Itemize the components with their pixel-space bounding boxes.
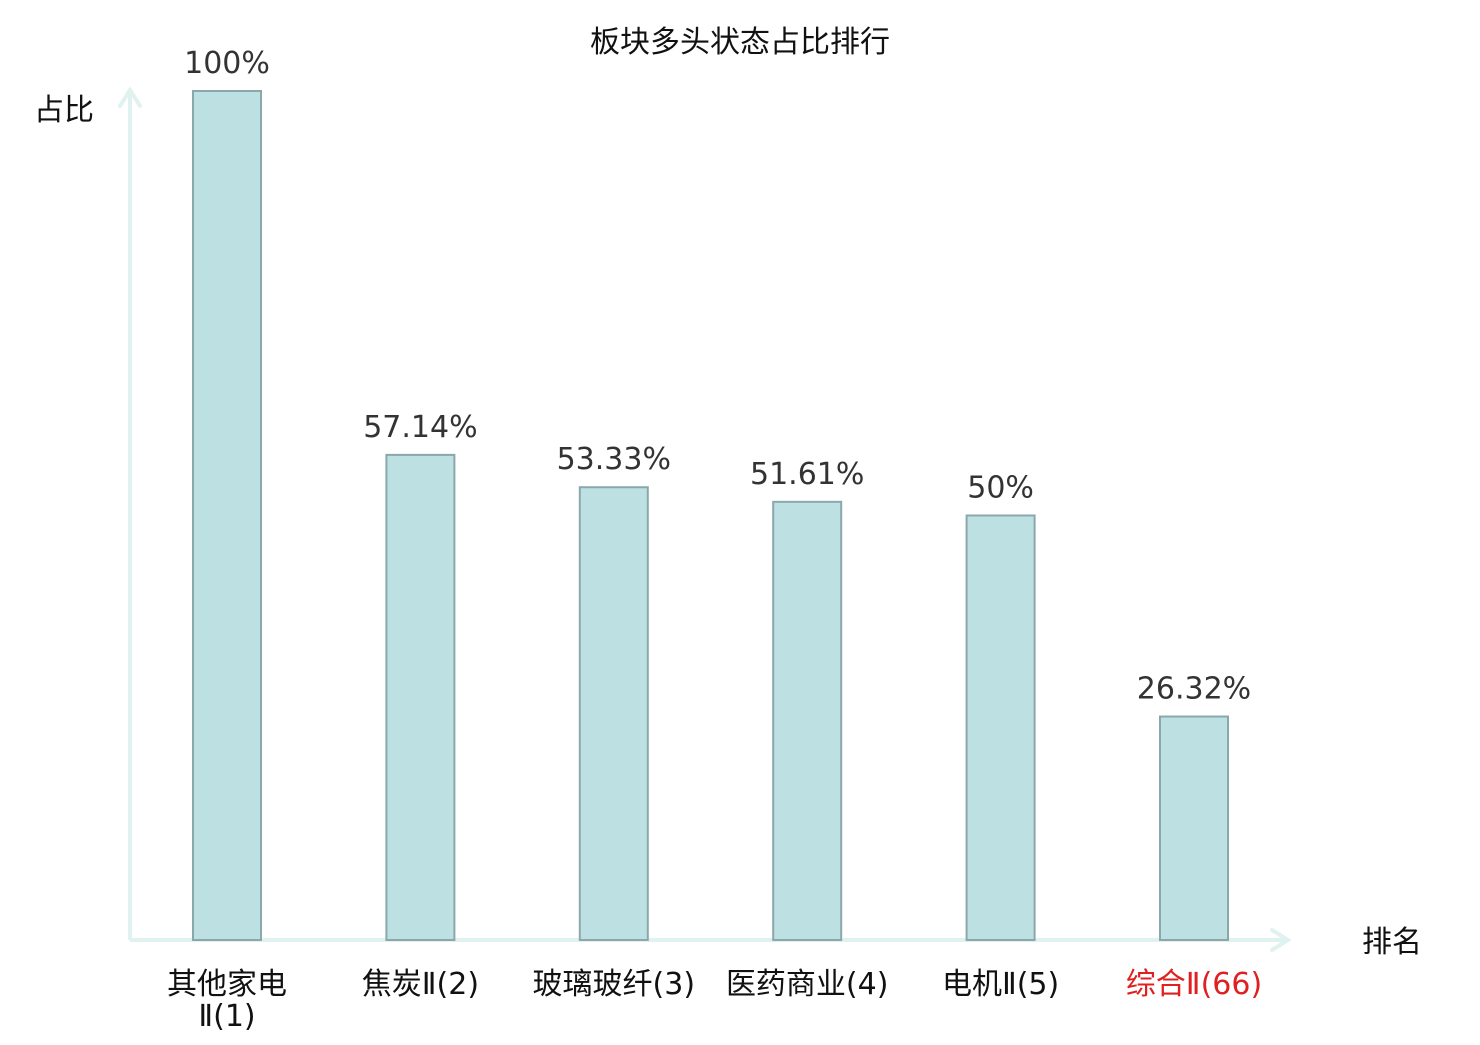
value-label: 26.32% bbox=[1137, 672, 1251, 707]
bar bbox=[385, 453, 456, 941]
x-axis-title: 排名 bbox=[1362, 925, 1422, 960]
category-label: 医药商业(4) bbox=[726, 967, 889, 1002]
axes bbox=[118, 86, 1292, 952]
bar bbox=[1159, 715, 1229, 942]
x-axis-arrow bbox=[1270, 928, 1292, 952]
y-axis-title: 占比 bbox=[34, 93, 94, 128]
category-label: 其他家电 Ⅱ(1) bbox=[167, 967, 287, 1034]
value-label: 100% bbox=[184, 46, 270, 81]
bar bbox=[965, 514, 1036, 941]
value-label: 57.14% bbox=[363, 410, 477, 445]
category-label: 玻璃玻纤(3) bbox=[533, 967, 696, 1002]
chart-title: 板块多头状态占比排行 bbox=[590, 25, 890, 60]
y-axis-arrow bbox=[118, 86, 142, 108]
bars bbox=[192, 90, 1229, 942]
value-labels: 100% 57.14% 53.33% 51.61% 50% 26.32% bbox=[184, 46, 1251, 707]
value-label: 50% bbox=[967, 471, 1034, 506]
value-label: 53.33% bbox=[557, 442, 671, 477]
category-label: 综合Ⅱ(66) bbox=[1126, 967, 1262, 1002]
category-label: 电机Ⅱ(5) bbox=[942, 967, 1059, 1002]
category-labels: 其他家电 Ⅱ(1) 焦炭Ⅱ(2) 玻璃玻纤(3) 医药商业(4) 电机Ⅱ(5) 综合Ⅱ(66… bbox=[167, 967, 1262, 1034]
bar bbox=[772, 500, 843, 941]
bar bbox=[578, 486, 649, 941]
category-label: 焦炭Ⅱ(2) bbox=[362, 967, 479, 1002]
value-label: 51.61% bbox=[750, 457, 864, 492]
bar bbox=[192, 90, 262, 941]
